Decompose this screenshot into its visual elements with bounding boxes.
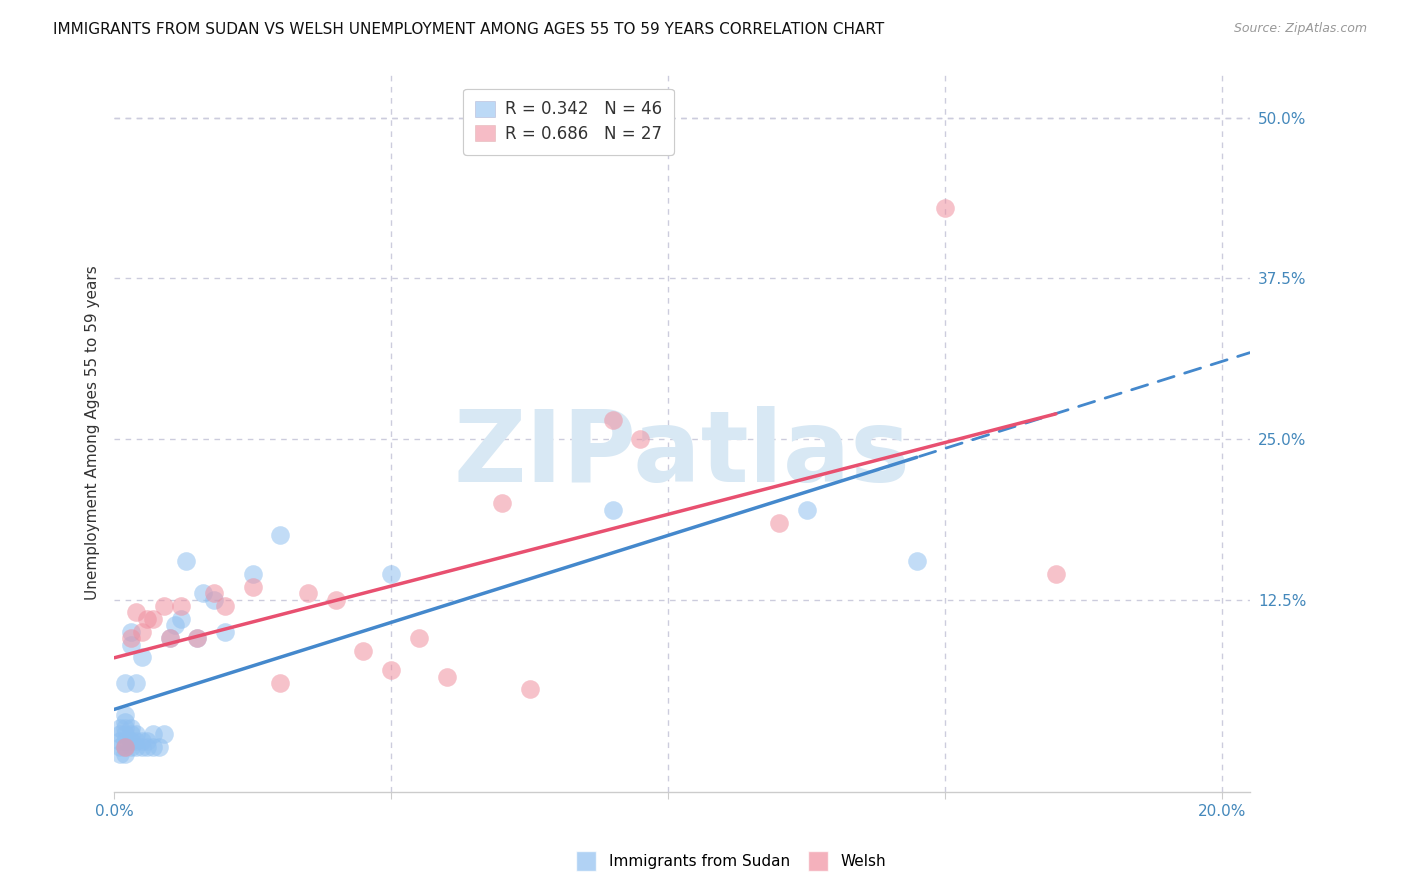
Point [120,734,142,748]
Point [191,586,214,600]
Point [602,502,624,516]
Point [169,599,191,613]
Point [159,631,181,645]
Point [214,624,236,639]
Point [796,502,818,516]
Point [125,606,148,620]
Point [114,708,136,723]
Point [108,740,131,755]
Point [142,612,165,626]
Point [186,631,208,645]
Point [242,580,264,594]
Point [131,624,153,639]
Point [114,676,136,690]
Point [325,592,347,607]
Point [353,644,375,658]
Point [297,586,319,600]
Point [630,432,652,446]
Point [768,516,790,530]
Point [108,727,131,741]
Point [408,631,430,645]
Legend: Immigrants from Sudan, Welsh: Immigrants from Sudan, Welsh [571,848,891,875]
Point [125,676,148,690]
Point [125,727,148,741]
Point [169,612,191,626]
Y-axis label: Unemployment Among Ages 55 to 59 years: Unemployment Among Ages 55 to 59 years [86,265,100,600]
Point [136,612,159,626]
Point [202,592,225,607]
Point [114,747,136,761]
Point [519,682,541,697]
Point [114,727,136,741]
Point [174,554,197,568]
Point [380,663,402,677]
Point [142,727,165,741]
Point [131,740,153,755]
Point [165,618,187,632]
Text: Source: ZipAtlas.com: Source: ZipAtlas.com [1233,22,1367,36]
Legend: R = 0.342   N = 46, R = 0.686   N = 27: R = 0.342 N = 46, R = 0.686 N = 27 [463,88,673,154]
Text: IMMIGRANTS FROM SUDAN VS WELSH UNEMPLOYMENT AMONG AGES 55 TO 59 YEARS CORRELATIO: IMMIGRANTS FROM SUDAN VS WELSH UNEMPLOYM… [53,22,884,37]
Point [269,676,291,690]
Point [153,599,176,613]
Point [214,599,236,613]
Point [120,721,142,735]
Point [108,747,131,761]
Point [120,624,142,639]
Point [114,734,136,748]
Point [131,734,153,748]
Point [269,528,291,542]
Point [108,721,131,735]
Point [120,631,142,645]
Point [491,496,513,510]
Point [120,638,142,652]
Point [108,734,131,748]
Point [380,566,402,581]
Point [186,631,208,645]
Point [159,631,181,645]
Point [907,554,929,568]
Point [136,734,159,748]
Text: ZIPatlas: ZIPatlas [454,406,911,503]
Point [142,740,165,755]
Point [120,727,142,741]
Point [114,740,136,755]
Point [114,721,136,735]
Point [125,734,148,748]
Point [148,740,170,755]
Point [202,586,225,600]
Point [242,566,264,581]
Point [602,413,624,427]
Point [136,740,159,755]
Point [153,727,176,741]
Point [934,201,956,215]
Point [120,740,142,755]
Point [131,650,153,665]
Point [1045,566,1067,581]
Point [114,714,136,729]
Point [436,670,458,684]
Point [114,740,136,755]
Point [125,740,148,755]
